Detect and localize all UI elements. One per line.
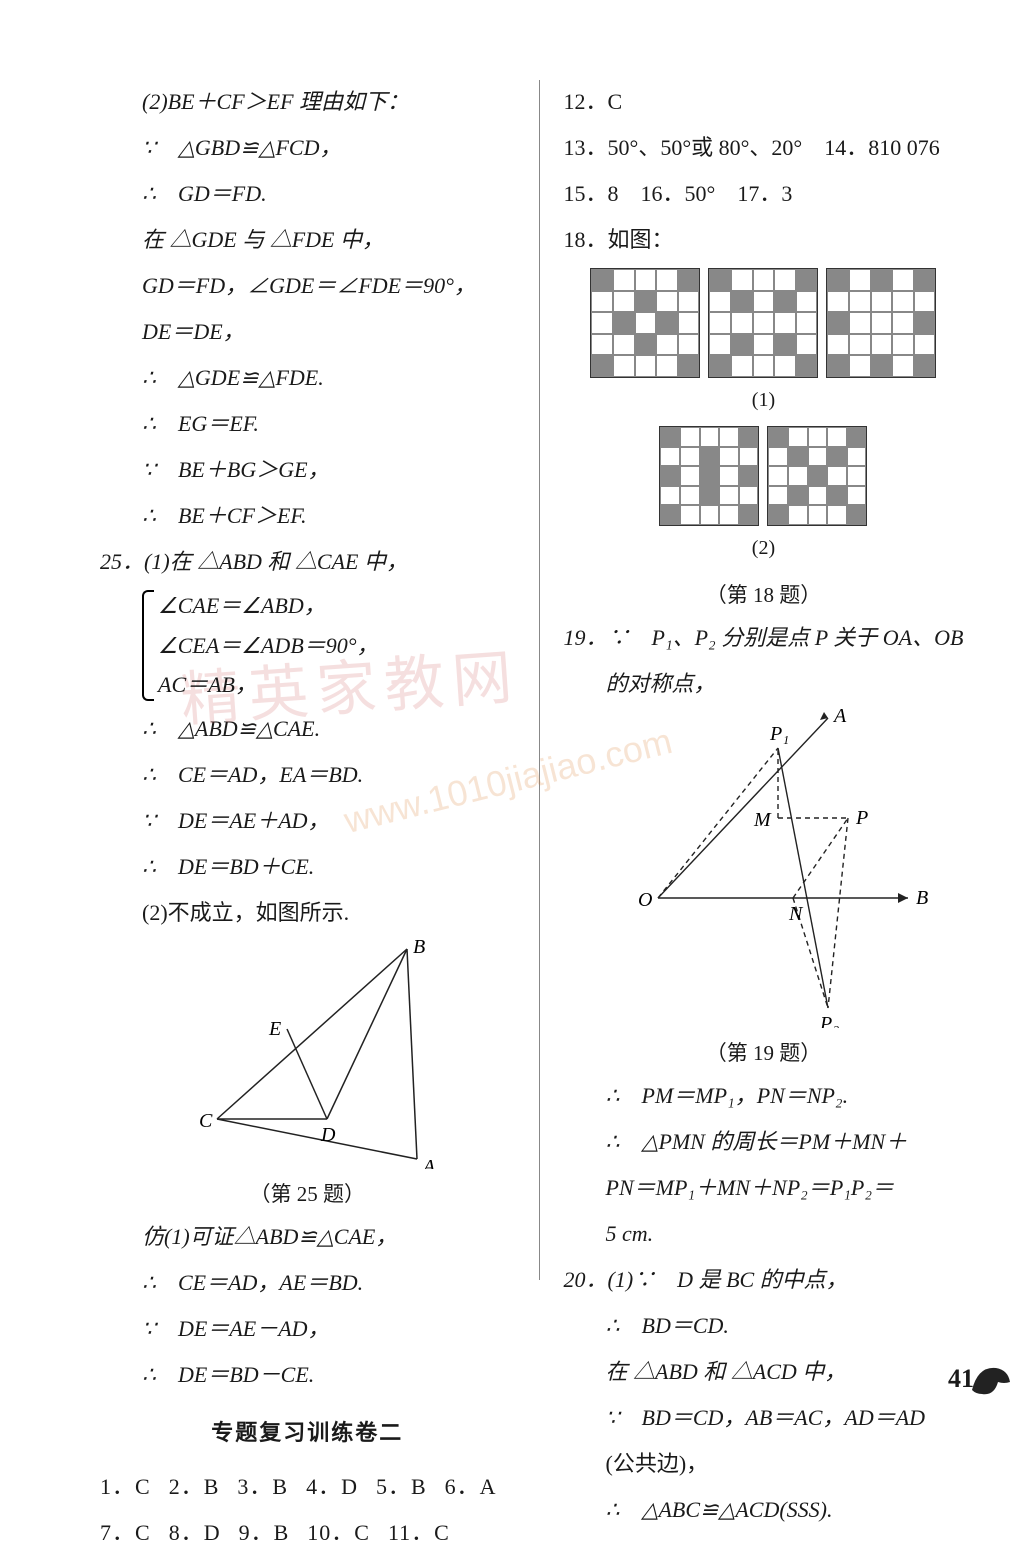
proof-line: ∵ BD＝CD，AB＝AC，AD＝AD [564,1396,964,1440]
svg-text:N: N [788,903,804,925]
svg-text:P₂: P₂ [819,1013,839,1028]
figure-19-svg: P₁ A M P O N B P₂ [628,708,928,1028]
proof-line: ∵ △GBD≌△FCD， [100,126,515,170]
svg-text:A: A [832,708,847,727]
proof-line: (2)BE＋CF＞EF 理由如下： [100,80,515,124]
proof-line: ∴ CE＝AD，EA＝BD. [100,753,515,797]
svg-text:C: C [199,1110,213,1132]
proof-line: DE＝DE， [100,310,515,354]
proof-line: PN＝MP₁＋MN＋NP₂＝P₁P₂＝ [564,1166,964,1210]
proof-line: 5 cm. [564,1212,964,1256]
proof-line: (2)不成立，如图所示. [100,891,515,935]
brace-line: ∠CAE＝∠ABD， [158,586,379,626]
left-column: (2)BE＋CF＞EF 理由如下： ∵ △GBD≌△FCD， ∴ GD＝FD. … [100,80,540,1280]
proof-line: ∴ △ABC≌△ACD(SSS). [564,1488,964,1532]
dolphin-icon [968,1360,1014,1400]
proof-line: ∴ EG＝EF. [100,402,515,446]
two-column-layout: (2)BE＋CF＞EF 理由如下： ∵ △GBD≌△FCD， ∴ GD＝FD. … [100,80,964,1280]
q19-line: 的对称点， [564,662,964,706]
answer-line: 13．50°、50°或 80°、20° 14．810 076 [564,126,964,170]
proof-line: ∴ CE＝AD，AE＝BD. [100,1261,515,1305]
answers-row-2: 7．C8．D9．B10．C11．C [100,1511,515,1555]
proof-line: ∴ BD＝CD. [564,1304,964,1348]
figure-25: B E C D A [140,939,515,1169]
proof-line: (公共边)， [564,1442,964,1486]
proof-line: ∴ DE＝BD－CE. [100,1353,515,1397]
brace-line: ∠CEA＝∠ADB＝90°， [158,626,379,666]
proof-line: ∵ BE＋BG＞GE， [100,448,515,492]
proof-line: ∴ △GDE≌△FDE. [100,356,515,400]
q18: 18．如图： [564,218,964,262]
proof-line: 在 △ABD 和 △ACD 中， [564,1350,964,1394]
proof-line: GD＝FD，∠GDE＝∠FDE＝90°， [100,264,515,308]
svg-text:P₁: P₁ [769,723,789,745]
proof-line: ∴ GD＝FD. [100,172,515,216]
svg-text:E: E [268,1018,281,1040]
svg-text:P: P [855,807,868,829]
proof-line: ∵ DE＝AE－AD， [100,1307,515,1351]
proof-line: 仿(1)可证△ABD≌△CAE， [100,1215,515,1259]
proof-line: ∴ BE＋CF＞EF. [100,494,515,538]
figure-19-caption: （第 19 题） [564,1032,964,1074]
brace-line: AC＝AB， [158,665,379,705]
brace-system: ∠CAE＝∠ABD， ∠CEA＝∠ADB＝90°， AC＝AB， [100,586,515,707]
figure-18-caption: （第 18 题） [564,574,964,616]
figure-25-caption: （第 25 题） [100,1173,515,1215]
svg-text:B: B [916,887,928,909]
answer-line: 15．8 16．50° 17．3 [564,172,964,216]
grid-label-1: (1) [564,380,964,420]
right-column: 12．C 13．50°、50°或 80°、20° 14．810 076 15．8… [540,80,984,1280]
svg-text:M: M [753,809,772,831]
proof-line: ∴ △PMN 的周长＝PM＋MN＋ [564,1120,964,1164]
svg-text:D: D [320,1124,336,1146]
answers-row-1: 1．C2．B3．B4．D5．B6．A [100,1465,515,1509]
question-25: 25．(1)在 △ABD 和 △CAE 中， [100,540,515,584]
svg-text:B: B [413,939,425,958]
grid-label-2: (2) [564,528,964,568]
grids-row-2 [564,426,964,526]
svg-text:A: A [421,1156,436,1169]
proof-line: ∵ DE＝AE＋AD， [100,799,515,843]
proof-line: 在 △GDE 与 △FDE 中， [100,218,515,262]
q20-line: 20．(1)∵ D 是 BC 的中点， [564,1258,964,1302]
answer-line: 12．C [564,80,964,124]
proof-line: ∴ △ABD≌△CAE. [100,707,515,751]
proof-line: ∴ PM＝MP₁，PN＝NP₂. [564,1074,964,1118]
grids-row-1 [564,268,964,378]
svg-text:O: O [638,889,652,911]
proof-line: ∴ DE＝BD＋CE. [100,845,515,889]
figure-25-svg: B E C D A [187,939,467,1169]
q19-line: 19．∵ P₁、P₂ 分别是点 P 关于 OA、OB [564,616,964,660]
figure-19: P₁ A M P O N B P₂ [594,708,964,1028]
